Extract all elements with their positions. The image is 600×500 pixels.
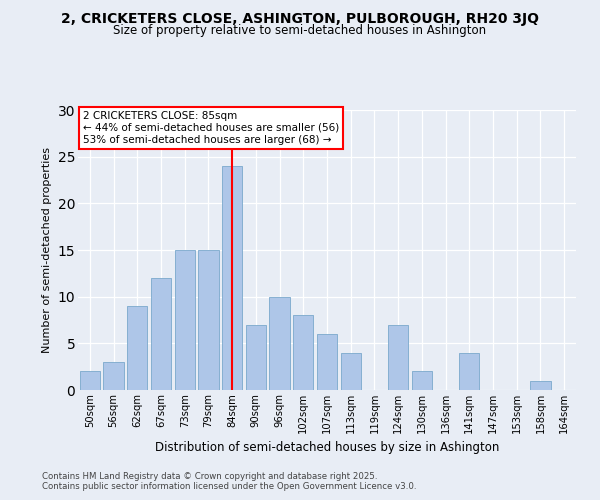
Text: 2, CRICKETERS CLOSE, ASHINGTON, PULBOROUGH, RH20 3JQ: 2, CRICKETERS CLOSE, ASHINGTON, PULBOROU… <box>61 12 539 26</box>
Bar <box>293 316 313 390</box>
Bar <box>459 352 479 390</box>
Y-axis label: Number of semi-detached properties: Number of semi-detached properties <box>42 147 52 353</box>
Text: Size of property relative to semi-detached houses in Ashington: Size of property relative to semi-detach… <box>113 24 487 37</box>
Bar <box>388 324 408 390</box>
Bar <box>80 372 100 390</box>
Bar <box>317 334 337 390</box>
Bar <box>246 324 266 390</box>
Bar <box>199 250 218 390</box>
Text: Contains public sector information licensed under the Open Government Licence v3: Contains public sector information licen… <box>42 482 416 491</box>
Bar <box>530 380 551 390</box>
Text: Contains HM Land Registry data © Crown copyright and database right 2025.: Contains HM Land Registry data © Crown c… <box>42 472 377 481</box>
Bar <box>175 250 195 390</box>
Bar <box>151 278 171 390</box>
Bar <box>127 306 148 390</box>
Bar <box>341 352 361 390</box>
Bar <box>222 166 242 390</box>
Bar <box>412 372 432 390</box>
X-axis label: Distribution of semi-detached houses by size in Ashington: Distribution of semi-detached houses by … <box>155 442 499 454</box>
Bar <box>269 296 290 390</box>
Text: 2 CRICKETERS CLOSE: 85sqm
← 44% of semi-detached houses are smaller (56)
53% of : 2 CRICKETERS CLOSE: 85sqm ← 44% of semi-… <box>83 112 339 144</box>
Bar <box>103 362 124 390</box>
